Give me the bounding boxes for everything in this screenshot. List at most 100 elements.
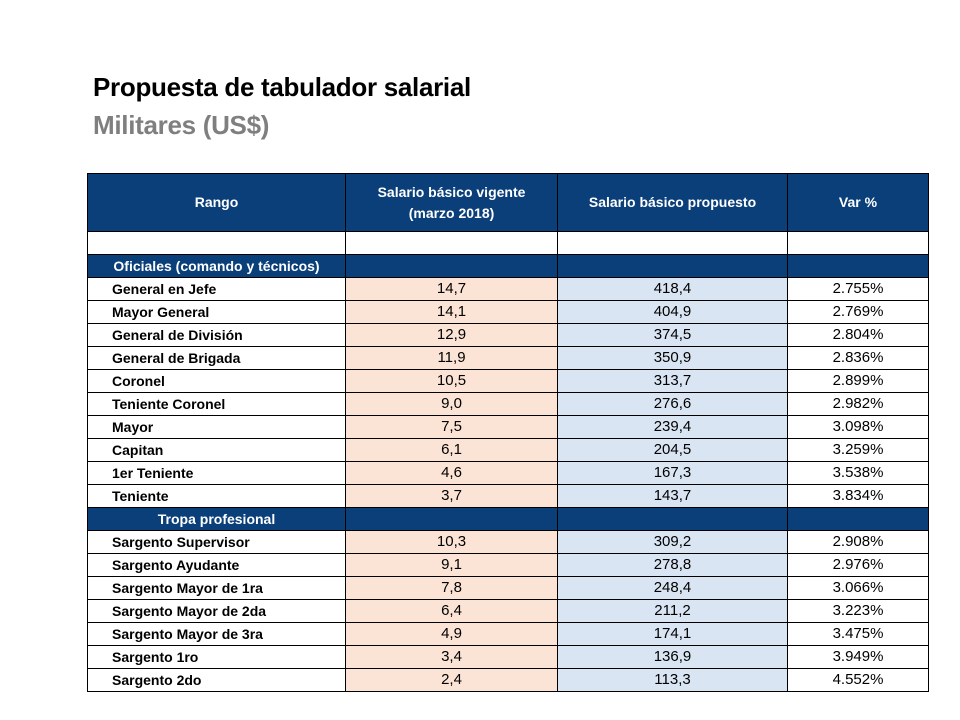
var-cell: 4.552% (787, 668, 929, 692)
salario-vigente-cell: 4,9 (345, 622, 558, 646)
var-cell: 2.804% (787, 323, 929, 347)
salario-propuesto-cell: 313,7 (557, 369, 788, 393)
rango-cell: Sargento 2do (87, 668, 346, 692)
header-rango: Rango (87, 173, 346, 232)
salario-vigente-cell: 14,1 (345, 300, 558, 324)
salario-propuesto-cell: 278,8 (557, 553, 788, 577)
salario-propuesto-cell: 239,4 (557, 415, 788, 439)
rango-cell: Sargento Mayor de 2da (87, 599, 346, 623)
rango-cell: General de División (87, 323, 346, 347)
rango-cell: General de Brigada (87, 346, 346, 370)
table-row: General de División 12,9 374,5 2.804% (87, 323, 929, 347)
table-row: Sargento Mayor de 2da 6,4 211,2 3.223% (87, 599, 929, 623)
rango-cell: Sargento Mayor de 1ra (87, 576, 346, 600)
section-header-row: Oficiales (comando y técnicos) (87, 254, 929, 278)
rango-cell: Sargento 1ro (87, 645, 346, 669)
var-cell: 3.834% (787, 484, 929, 508)
salario-propuesto-cell: 211,2 (557, 599, 788, 623)
var-cell: 2.899% (787, 369, 929, 393)
salario-propuesto-cell: 276,6 (557, 392, 788, 416)
var-cell: 2.976% (787, 553, 929, 577)
var-cell: 3.949% (787, 645, 929, 669)
table-row: Sargento Ayudante 9,1 278,8 2.976% (87, 553, 929, 577)
table-row: 1er Teniente 4,6 167,3 3.538% (87, 461, 929, 485)
table-row: Sargento 2do 2,4 113,3 4.552% (87, 668, 929, 692)
rango-cell: Sargento Ayudante (87, 553, 346, 577)
rango-cell: Sargento Mayor de 3ra (87, 622, 346, 646)
salario-vigente-cell: 10,5 (345, 369, 558, 393)
var-cell: 3.066% (787, 576, 929, 600)
rango-cell: 1er Teniente (87, 461, 346, 485)
salario-vigente-cell: 10,3 (345, 530, 558, 554)
salario-propuesto-cell: 136,9 (557, 645, 788, 669)
var-cell: 2.982% (787, 392, 929, 416)
rango-cell: Mayor General (87, 300, 346, 324)
header-vigente-line2: (marzo 2018) (408, 204, 495, 221)
salario-propuesto-cell: 404,9 (557, 300, 788, 324)
table-body: Oficiales (comando y técnicos) General en… (87, 231, 929, 692)
var-cell: 2.755% (787, 277, 929, 301)
rango-cell: Teniente (87, 484, 346, 508)
salario-propuesto-cell: 167,3 (557, 461, 788, 485)
header-salario-vigente: Salario básico vigente (marzo 2018) (345, 173, 558, 232)
salario-propuesto-cell: 204,5 (557, 438, 788, 462)
var-cell: 3.538% (787, 461, 929, 485)
section-label: Tropa profesional (87, 507, 346, 531)
salario-vigente-cell: 7,5 (345, 415, 558, 439)
salario-vigente-cell: 3,4 (345, 645, 558, 669)
salario-vigente-cell: 9,1 (345, 553, 558, 577)
var-cell: 3.259% (787, 438, 929, 462)
rango-cell: Capitan (87, 438, 346, 462)
rango-cell: General en Jefe (87, 277, 346, 301)
table-row: Sargento 1ro 3,4 136,9 3.949% (87, 645, 929, 669)
salario-vigente-cell: 9,0 (345, 392, 558, 416)
salario-propuesto-cell: 113,3 (557, 668, 788, 692)
table-row: Teniente 3,7 143,7 3.834% (87, 484, 929, 508)
rango-cell: Mayor (87, 415, 346, 439)
salario-vigente-cell: 2,4 (345, 668, 558, 692)
table-row: Coronel 10,5 313,7 2.899% (87, 369, 929, 393)
page-subtitle: Militares (US$) (93, 110, 270, 140)
table-row: Mayor 7,5 239,4 3.098% (87, 415, 929, 439)
section-label: Oficiales (comando y técnicos) (87, 254, 346, 278)
salario-propuesto-cell: 174,1 (557, 622, 788, 646)
table-row: Sargento Mayor de 3ra 4,9 174,1 3.475% (87, 622, 929, 646)
salario-vigente-cell: 7,8 (345, 576, 558, 600)
table-row: Capitan 6,1 204,5 3.259% (87, 438, 929, 462)
salario-propuesto-cell: 374,5 (557, 323, 788, 347)
table-row: Sargento Mayor de 1ra 7,8 248,4 3.066% (87, 576, 929, 600)
salario-propuesto-cell: 309,2 (557, 530, 788, 554)
salario-vigente-cell: 14,7 (345, 277, 558, 301)
var-cell: 2.769% (787, 300, 929, 324)
salario-vigente-cell: 3,7 (345, 484, 558, 508)
salary-table: Rango Salario básico vigente (marzo 2018… (87, 173, 929, 692)
salario-propuesto-cell: 418,4 (557, 277, 788, 301)
salario-vigente-cell: 6,4 (345, 599, 558, 623)
section-header-row: Tropa profesional (87, 507, 929, 531)
table-row: Sargento Supervisor 10,3 309,2 2.908% (87, 530, 929, 554)
rango-cell: Sargento Supervisor (87, 530, 346, 554)
salario-vigente-cell: 6,1 (345, 438, 558, 462)
var-cell: 3.098% (787, 415, 929, 439)
header-var: Var % (787, 173, 929, 232)
var-cell: 3.223% (787, 599, 929, 623)
table-header-row: Rango Salario básico vigente (marzo 2018… (87, 173, 929, 232)
var-cell: 2.908% (787, 530, 929, 554)
rango-cell: Teniente Coronel (87, 392, 346, 416)
salario-propuesto-cell: 143,7 (557, 484, 788, 508)
salario-propuesto-cell: 248,4 (557, 576, 788, 600)
header-salario-propuesto: Salario básico propuesto (557, 173, 788, 232)
salario-propuesto-cell: 350,9 (557, 346, 788, 370)
table-row: Mayor General 14,1 404,9 2.769% (87, 300, 929, 324)
page-title: Propuesta de tabulador salarial (93, 72, 471, 102)
blank-row (87, 231, 929, 255)
salario-vigente-cell: 4,6 (345, 461, 558, 485)
salario-vigente-cell: 12,9 (345, 323, 558, 347)
var-cell: 3.475% (787, 622, 929, 646)
salario-vigente-cell: 11,9 (345, 346, 558, 370)
var-cell: 2.836% (787, 346, 929, 370)
header-vigente-line1: Salario básico vigente (377, 183, 526, 200)
table-row: General en Jefe 14,7 418,4 2.755% (87, 277, 929, 301)
table-row: General de Brigada 11,9 350,9 2.836% (87, 346, 929, 370)
table-row: Teniente Coronel 9,0 276,6 2.982% (87, 392, 929, 416)
